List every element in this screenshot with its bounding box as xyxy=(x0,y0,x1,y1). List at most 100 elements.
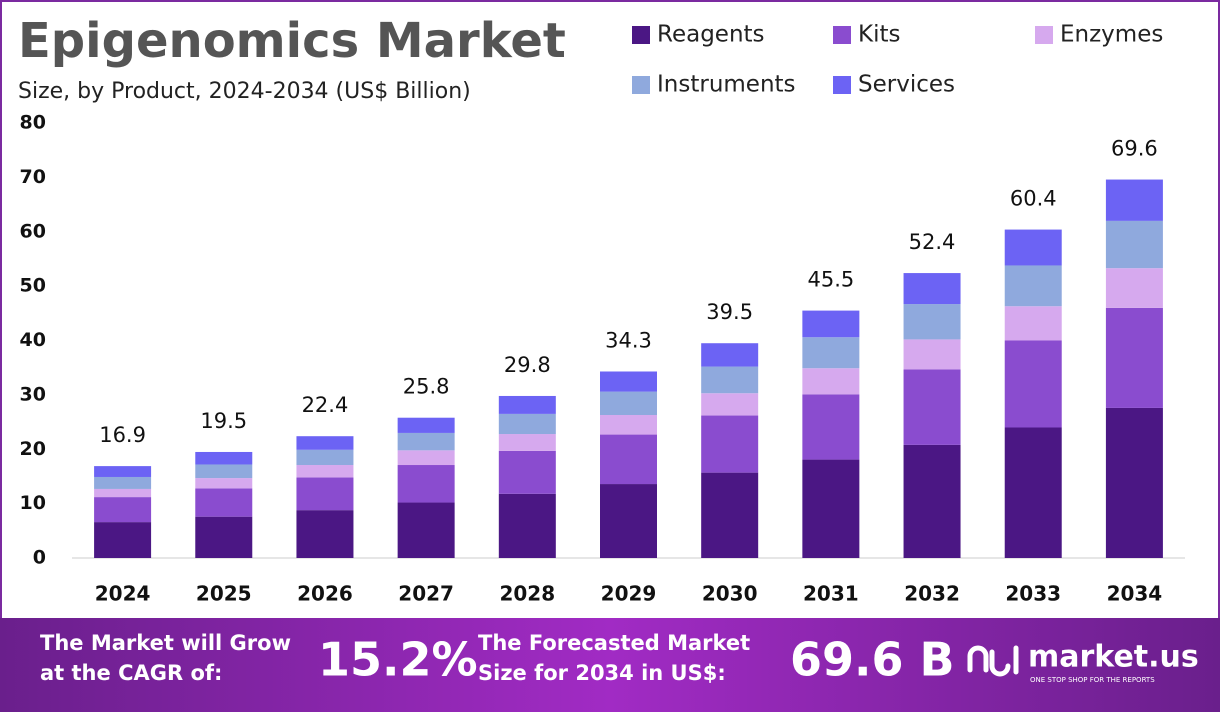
bar-segment xyxy=(498,450,556,494)
total-label: 34.3 xyxy=(605,328,652,352)
bar-segment xyxy=(397,417,455,433)
bar-segment xyxy=(903,339,961,370)
bar-segment xyxy=(94,488,152,498)
bar-segment xyxy=(701,343,759,367)
bar-segment xyxy=(1004,306,1062,341)
y-tick-label: 80 xyxy=(20,112,46,134)
x-tick-label: 2025 xyxy=(196,582,252,606)
bar-segment xyxy=(94,497,152,523)
y-tick-label: 50 xyxy=(20,275,46,297)
bar-segment xyxy=(296,465,354,478)
legend-label: Kits xyxy=(858,22,900,48)
bar-segment xyxy=(498,434,556,451)
y-tick-label: 0 xyxy=(33,547,46,569)
bar-segment xyxy=(701,366,759,394)
total-label: 29.8 xyxy=(504,353,551,377)
x-tick-label: 2029 xyxy=(601,582,657,606)
bar-segment xyxy=(600,371,657,392)
bar-segment xyxy=(600,484,657,558)
bar-segment xyxy=(1004,427,1062,558)
bar-segment xyxy=(195,451,253,465)
bar-segment xyxy=(94,522,152,558)
bar-segment xyxy=(296,477,354,511)
bar-segment xyxy=(397,450,455,466)
bar-segment xyxy=(802,310,860,338)
bar-segment xyxy=(94,466,152,477)
bar-segment xyxy=(1105,407,1163,558)
bar-segment xyxy=(1105,220,1163,269)
total-label: 22.4 xyxy=(302,393,349,417)
bar-segment xyxy=(397,432,455,451)
bar-segment xyxy=(903,369,961,445)
y-tick-label: 20 xyxy=(20,438,46,460)
bar-segment xyxy=(94,476,152,489)
bar-segment xyxy=(296,436,354,450)
legend-swatch xyxy=(632,26,650,44)
total-label: 39.5 xyxy=(706,300,753,324)
bar-segment xyxy=(1105,307,1163,408)
bar-segment xyxy=(195,478,253,489)
bar-segment xyxy=(397,465,455,503)
bar-segment xyxy=(498,493,556,558)
bar-segment xyxy=(296,449,354,466)
legend-swatch xyxy=(632,76,650,94)
x-tick-label: 2033 xyxy=(1005,582,1061,606)
bar-segment xyxy=(296,510,354,558)
bar-segment xyxy=(1004,265,1062,307)
bar-segment xyxy=(600,414,657,435)
total-label: 45.5 xyxy=(807,268,854,292)
bar-segment xyxy=(903,304,961,340)
x-tick-label: 2028 xyxy=(499,582,555,606)
legend-swatch xyxy=(833,76,851,94)
y-tick-label: 40 xyxy=(20,329,46,351)
x-tick-label: 2031 xyxy=(803,582,859,606)
bar-segment xyxy=(600,391,657,415)
bar-segment xyxy=(903,444,961,558)
cagr-box: The Market will Grow at the CAGR of: xyxy=(40,631,291,685)
bar-segment xyxy=(498,413,556,435)
x-tick-label: 2026 xyxy=(297,582,353,606)
y-tick-label: 70 xyxy=(20,166,46,188)
bar-segment xyxy=(802,337,860,369)
bar-segment xyxy=(1004,340,1062,428)
y-tick-label: 10 xyxy=(20,492,46,514)
legend-label: Enzymes xyxy=(1060,22,1163,48)
bar-segment xyxy=(802,459,860,558)
legend-label: Instruments xyxy=(657,72,796,98)
cagr-text: The Market will Grow at the CAGR of: xyxy=(40,631,291,685)
total-label: 60.4 xyxy=(1010,187,1057,211)
bar-segment xyxy=(195,464,253,479)
total-label: 69.6 xyxy=(1111,137,1158,161)
total-label: 25.8 xyxy=(403,375,450,399)
bar-segment xyxy=(701,472,759,558)
forecast-value: 69.6 B xyxy=(790,633,955,687)
bar-segment xyxy=(1105,179,1163,221)
cagr-value: 15.2% xyxy=(318,633,478,687)
x-tick-label: 2030 xyxy=(702,582,758,606)
total-label: 19.5 xyxy=(200,409,247,433)
bar-segment xyxy=(1105,268,1163,308)
y-tick-label: 60 xyxy=(20,220,46,242)
bar-segment xyxy=(600,434,657,485)
bar-segment xyxy=(397,502,455,558)
x-tick-label: 2024 xyxy=(95,582,151,606)
chart-subtitle: Size, by Product, 2024-2034 (US$ Billion… xyxy=(18,79,471,104)
bar-segment xyxy=(802,394,860,460)
logo-icon xyxy=(967,645,1019,677)
x-tick-label: 2034 xyxy=(1107,582,1163,606)
bar-segment xyxy=(195,516,253,558)
legend-label: Reagents xyxy=(657,22,765,48)
brand: market.us xyxy=(1028,640,1199,675)
total-label: 16.9 xyxy=(99,423,146,447)
forecast-text: The Forecasted Market Size for 2034 in U… xyxy=(478,631,751,685)
legend-swatch xyxy=(1035,26,1053,44)
forecast-box: The Forecasted Market Size for 2034 in U… xyxy=(478,631,751,685)
bar-segment xyxy=(903,273,961,305)
bar-segment xyxy=(498,395,556,414)
bar-segment xyxy=(701,393,759,416)
bar-segment xyxy=(195,488,253,517)
x-tick-label: 2032 xyxy=(904,582,960,606)
bar-segment xyxy=(802,368,860,395)
